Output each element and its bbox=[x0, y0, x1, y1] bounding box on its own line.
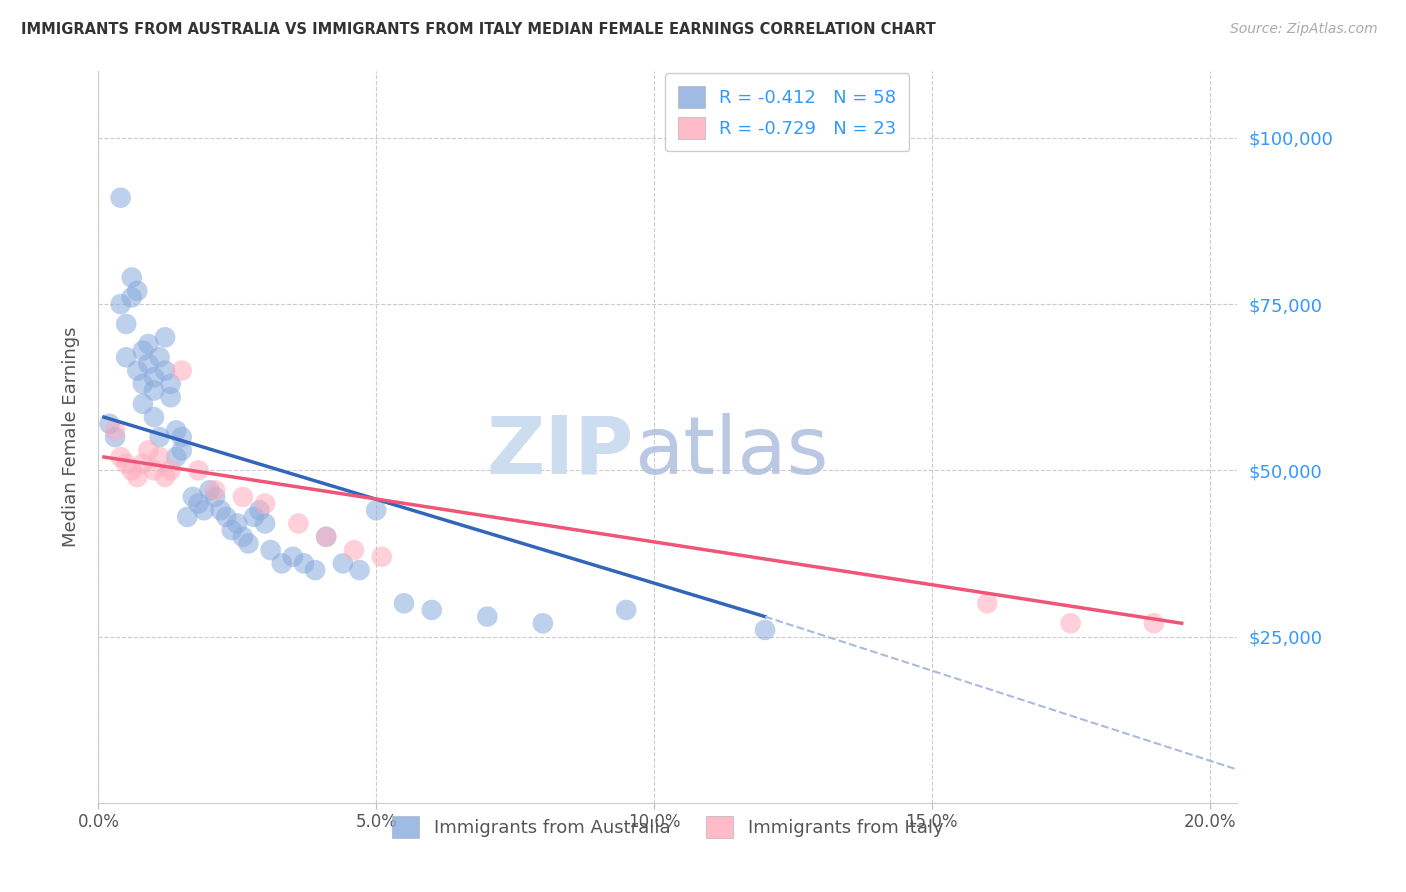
Point bbox=[153, 363, 176, 377]
Point bbox=[232, 530, 254, 544]
Point bbox=[132, 376, 155, 391]
Point bbox=[754, 623, 776, 637]
Point bbox=[287, 516, 309, 531]
Point bbox=[209, 503, 232, 517]
Point bbox=[614, 603, 637, 617]
Point bbox=[198, 483, 221, 498]
Point bbox=[215, 509, 238, 524]
Point bbox=[232, 490, 254, 504]
Point bbox=[259, 543, 281, 558]
Point bbox=[159, 376, 181, 391]
Point bbox=[315, 530, 337, 544]
Point bbox=[98, 417, 121, 431]
Point bbox=[153, 470, 176, 484]
Point bbox=[104, 424, 127, 438]
Point bbox=[115, 351, 138, 365]
Point bbox=[143, 463, 166, 477]
Point bbox=[249, 503, 271, 517]
Point bbox=[165, 450, 187, 464]
Y-axis label: Median Female Earnings: Median Female Earnings bbox=[62, 326, 80, 548]
Point bbox=[204, 490, 226, 504]
Point bbox=[304, 563, 326, 577]
Point bbox=[127, 470, 149, 484]
Point bbox=[132, 457, 155, 471]
Point bbox=[187, 497, 209, 511]
Point bbox=[148, 351, 170, 365]
Text: atlas: atlas bbox=[634, 413, 828, 491]
Point bbox=[254, 516, 277, 531]
Point bbox=[159, 463, 181, 477]
Point bbox=[531, 616, 554, 631]
Point bbox=[238, 536, 260, 550]
Point bbox=[127, 363, 149, 377]
Point bbox=[148, 430, 170, 444]
Point bbox=[1059, 616, 1081, 631]
Point bbox=[104, 430, 127, 444]
Point bbox=[153, 330, 176, 344]
Point bbox=[193, 503, 215, 517]
Point bbox=[110, 450, 132, 464]
Point bbox=[343, 543, 366, 558]
Point bbox=[243, 509, 266, 524]
Point bbox=[1143, 616, 1166, 631]
Point bbox=[187, 463, 209, 477]
Point bbox=[110, 297, 132, 311]
Point bbox=[204, 483, 226, 498]
Point bbox=[138, 337, 160, 351]
Legend: Immigrants from Australia, Immigrants from Italy: Immigrants from Australia, Immigrants fr… bbox=[385, 808, 950, 845]
Point bbox=[976, 596, 998, 610]
Point bbox=[315, 530, 337, 544]
Point bbox=[366, 503, 388, 517]
Point bbox=[332, 557, 354, 571]
Point bbox=[159, 390, 181, 404]
Point bbox=[371, 549, 394, 564]
Point bbox=[226, 516, 249, 531]
Point bbox=[170, 363, 193, 377]
Point bbox=[281, 549, 304, 564]
Point bbox=[221, 523, 243, 537]
Point bbox=[148, 450, 170, 464]
Text: IMMIGRANTS FROM AUSTRALIA VS IMMIGRANTS FROM ITALY MEDIAN FEMALE EARNINGS CORREL: IMMIGRANTS FROM AUSTRALIA VS IMMIGRANTS … bbox=[21, 22, 936, 37]
Point bbox=[392, 596, 415, 610]
Point bbox=[420, 603, 443, 617]
Point bbox=[254, 497, 277, 511]
Point bbox=[127, 284, 149, 298]
Point bbox=[176, 509, 198, 524]
Text: Source: ZipAtlas.com: Source: ZipAtlas.com bbox=[1230, 22, 1378, 37]
Point bbox=[115, 317, 138, 331]
Point bbox=[165, 424, 187, 438]
Point bbox=[138, 357, 160, 371]
Point bbox=[121, 270, 143, 285]
Point bbox=[138, 443, 160, 458]
Point bbox=[132, 343, 155, 358]
Point bbox=[121, 463, 143, 477]
Point bbox=[143, 384, 166, 398]
Point bbox=[349, 563, 371, 577]
Point bbox=[115, 457, 138, 471]
Point bbox=[110, 191, 132, 205]
Point bbox=[143, 370, 166, 384]
Point bbox=[270, 557, 292, 571]
Text: ZIP: ZIP bbox=[486, 413, 634, 491]
Point bbox=[181, 490, 204, 504]
Point bbox=[170, 443, 193, 458]
Point bbox=[477, 609, 499, 624]
Point bbox=[143, 410, 166, 425]
Point bbox=[292, 557, 315, 571]
Point bbox=[170, 430, 193, 444]
Point bbox=[132, 397, 155, 411]
Point bbox=[121, 290, 143, 304]
